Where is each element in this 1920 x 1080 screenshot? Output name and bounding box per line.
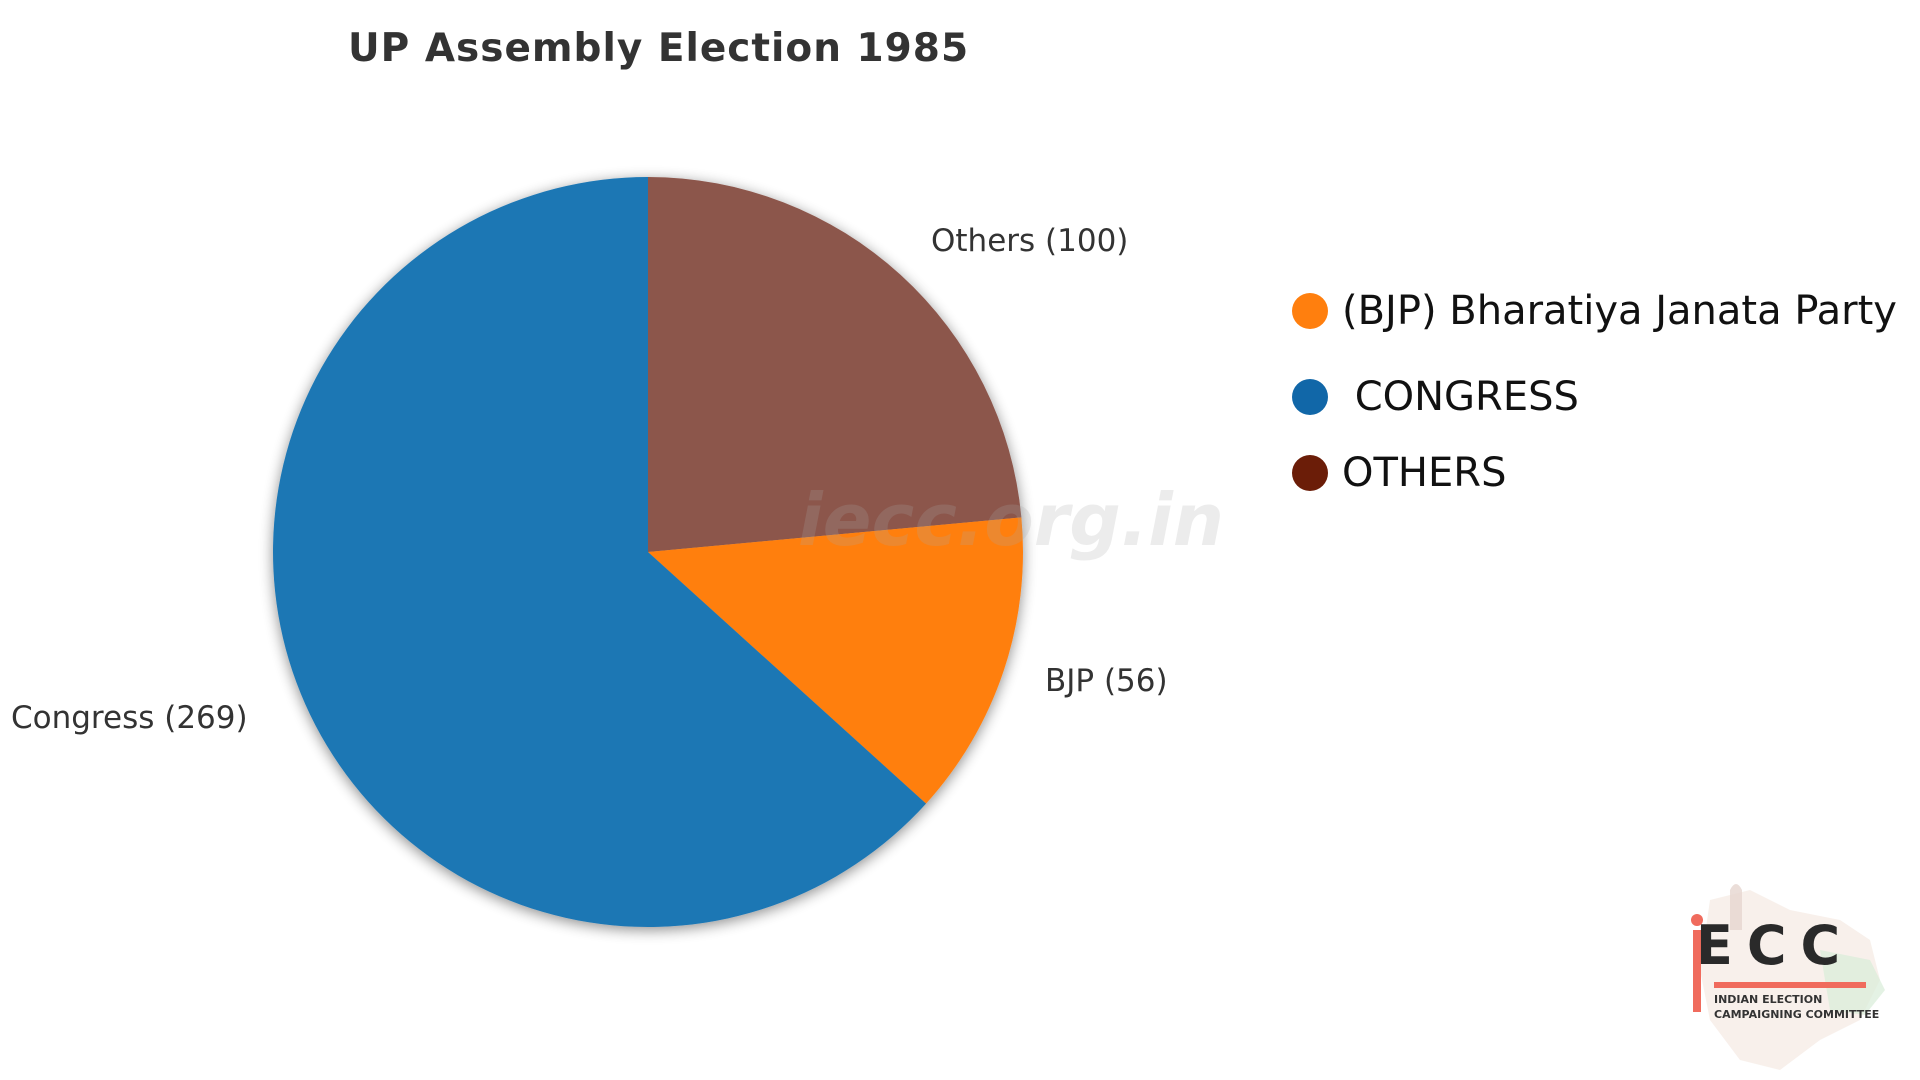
logo-subtitle: INDIAN ELECTION CAMPAIGNING COMMITTEE [1714, 992, 1879, 1022]
legend-item-bjp: (BJP) Bharatiya Janata Party [1292, 288, 1897, 334]
slice-others [648, 177, 1022, 552]
logo-dot [1691, 914, 1703, 926]
logo-text: ECC [1696, 914, 1855, 977]
slice-bjp [648, 517, 1023, 804]
legend-item-others: OTHERS [1292, 450, 1506, 496]
chart-title: UP Assembly Election 1985 [348, 26, 970, 71]
logo-subtitle-line2: CAMPAIGNING COMMITTEE [1714, 1008, 1880, 1021]
logo-subtitle-line1: INDIAN ELECTION [1714, 993, 1823, 1006]
legend-dot-others [1292, 455, 1328, 491]
slice-congress [272, 176, 927, 928]
legend-label-congress: CONGRESS [1342, 374, 1579, 420]
slice-label-bjp: BJP (56) [1045, 663, 1168, 699]
legend-dot-congress [1292, 379, 1328, 415]
legend-label-bjp: (BJP) Bharatiya Janata Party [1342, 288, 1897, 334]
slice-label-congress: Congress (269) [11, 700, 248, 736]
legend-item-congress: CONGRESS [1292, 374, 1579, 420]
iecc-logo: ECC INDIAN ELECTION CAMPAIGNING COMMITTE… [1670, 870, 1910, 1080]
logo-graphic [1691, 884, 1885, 1070]
logo-bar [1693, 930, 1701, 1012]
legend-label-others: OTHERS [1342, 450, 1507, 496]
slice-label-others: Others (100) [931, 223, 1129, 259]
watermark: iecc.org.in [798, 478, 1225, 562]
legend-dot-bjp [1292, 293, 1328, 329]
